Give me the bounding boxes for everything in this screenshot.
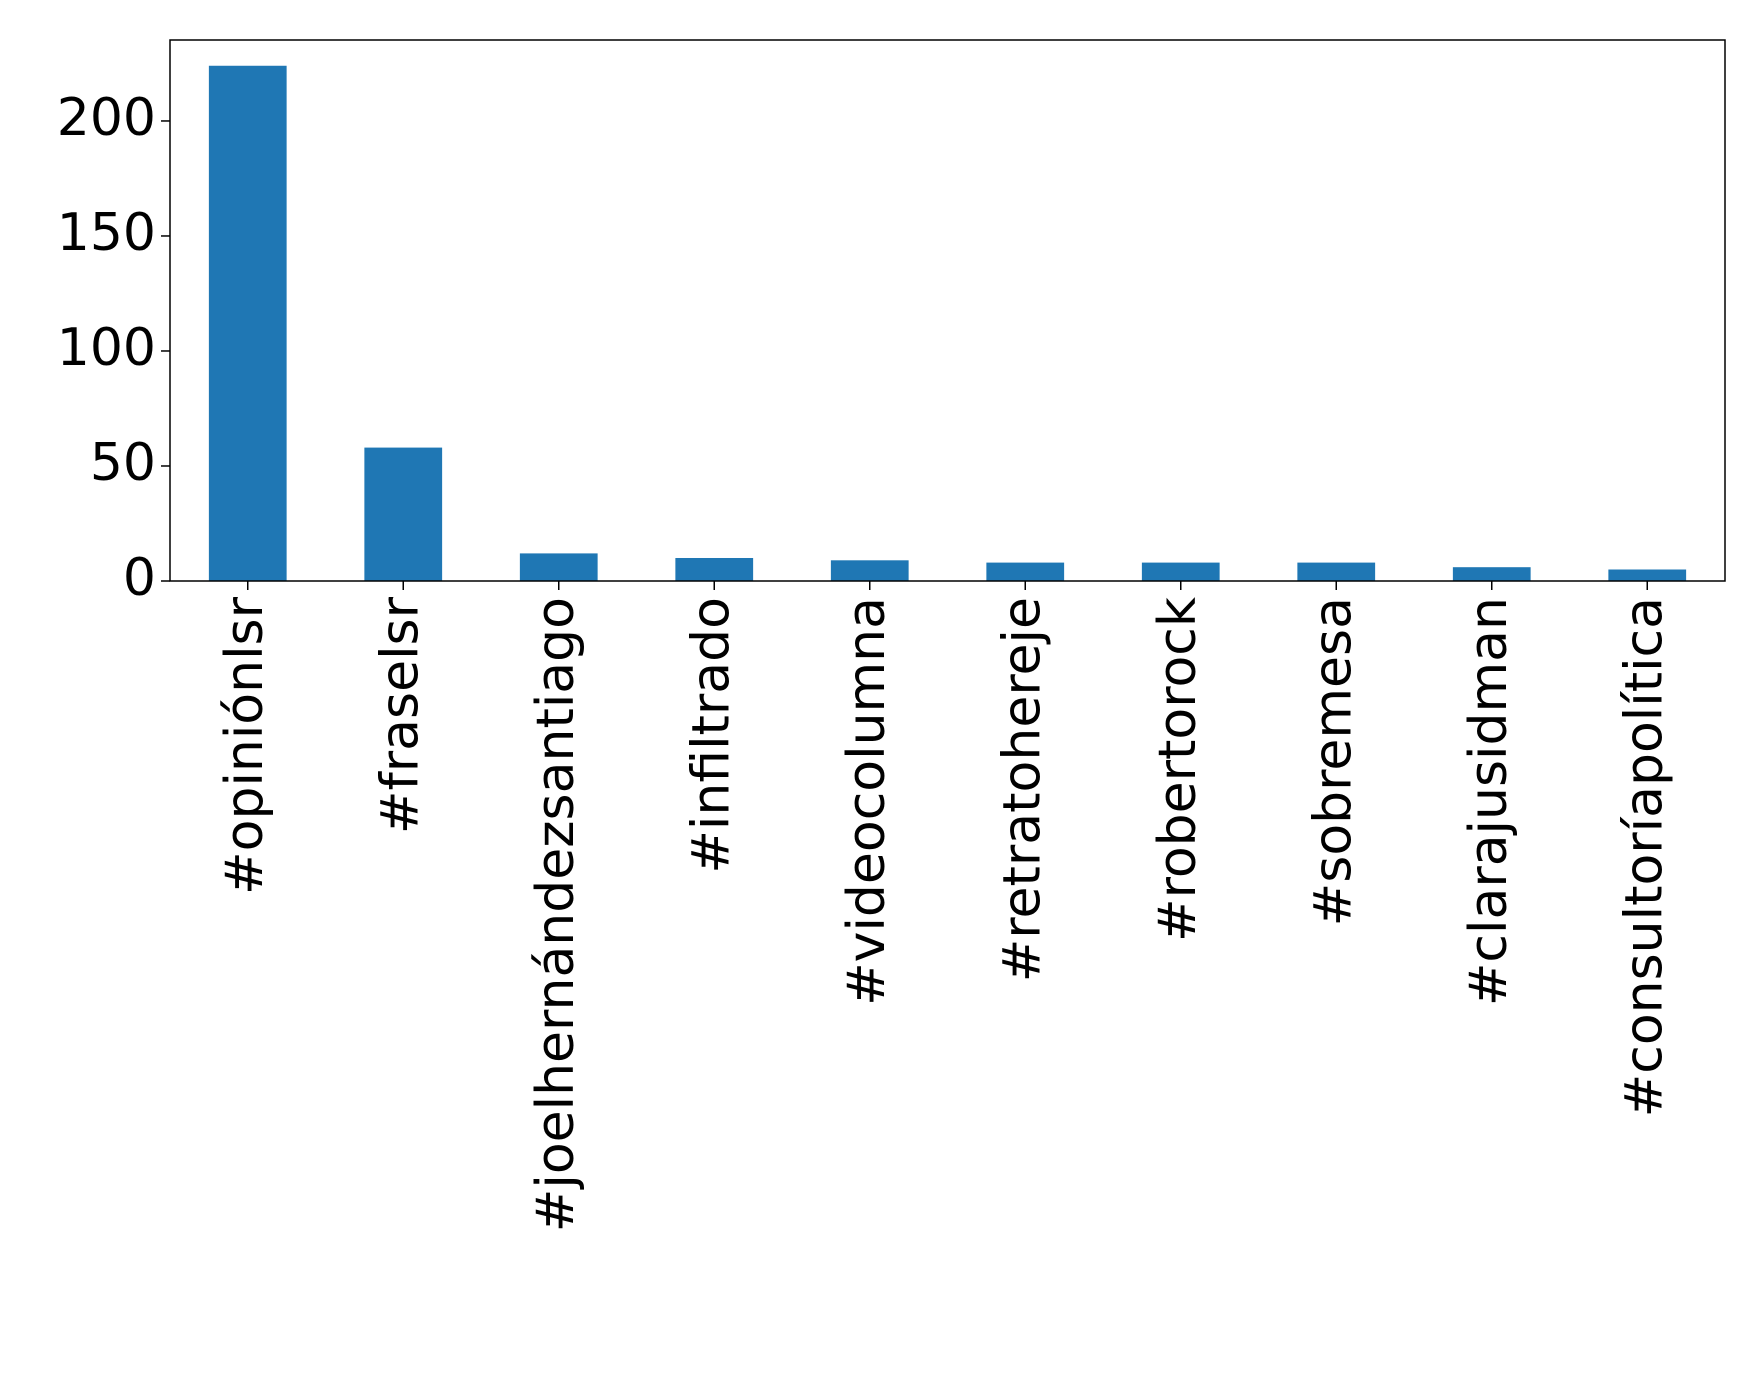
bar bbox=[675, 557, 754, 581]
bar bbox=[1608, 569, 1687, 581]
bar bbox=[1452, 567, 1531, 581]
y-tick-label: 150 bbox=[57, 203, 156, 263]
bar bbox=[364, 447, 443, 581]
x-tick-label: #opiniónlsr bbox=[215, 596, 275, 895]
bar bbox=[519, 553, 598, 581]
bar bbox=[986, 562, 1065, 581]
bar bbox=[208, 65, 287, 581]
bar bbox=[830, 560, 909, 581]
x-tick-label: #retratohereje bbox=[992, 597, 1052, 982]
x-tick-label: #robertorock bbox=[1148, 597, 1208, 942]
x-tick-label: #videocolumna bbox=[837, 597, 897, 1006]
x-tick-label: #fraselsr bbox=[370, 596, 430, 834]
y-tick-label: 50 bbox=[90, 433, 156, 493]
y-tick-label: 100 bbox=[57, 318, 156, 378]
y-tick-label: 0 bbox=[123, 548, 156, 608]
x-tick-label: #clarajusidman bbox=[1459, 597, 1519, 1006]
x-tick-label: #consultoríapolítica bbox=[1614, 597, 1674, 1117]
x-tick-label: #joelhernándezsantiago bbox=[526, 597, 586, 1232]
y-tick-label: 200 bbox=[57, 88, 156, 148]
x-tick-label: #sobremesa bbox=[1303, 597, 1363, 926]
plot-frame bbox=[169, 39, 1726, 582]
x-tick-label: #infiltrado bbox=[681, 597, 741, 874]
bar bbox=[1141, 562, 1220, 581]
bar bbox=[1297, 562, 1376, 581]
